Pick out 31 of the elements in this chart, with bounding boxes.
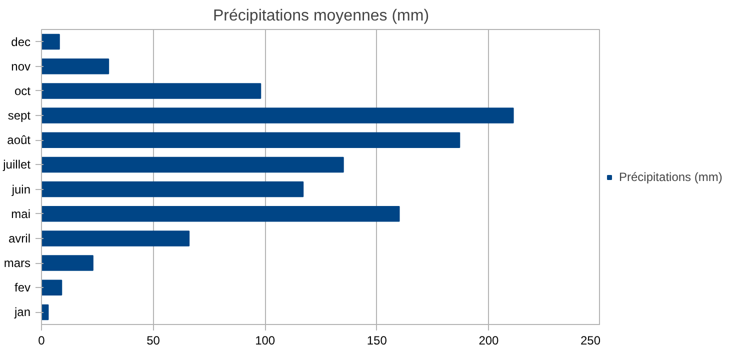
y-tick-label: dec: [11, 34, 31, 49]
bar: [42, 108, 514, 124]
y-tick-label: jan: [13, 305, 30, 320]
bar: [42, 230, 190, 246]
x-tick-label: 200: [478, 334, 500, 348]
x-tick-label: 50: [146, 334, 160, 348]
y-tick-label: oct: [14, 84, 32, 98]
chart-title: Précipitations moyennes (mm): [212, 8, 430, 24]
y-tick-label: nov: [11, 59, 31, 74]
y-tick-label: mars: [4, 256, 31, 270]
y-tick-label: sept: [8, 108, 32, 123]
y-tick-label: fev: [14, 280, 31, 295]
bar: [42, 255, 94, 271]
bar: [42, 34, 60, 50]
bar: [42, 132, 460, 148]
bar: [42, 156, 344, 173]
legend-label: Précipitations (mm): [619, 170, 722, 184]
x-tick-label: 100: [255, 334, 276, 348]
bar: [42, 83, 262, 99]
y-tick-label: avril: [8, 231, 31, 246]
y-tick-label: août: [7, 133, 32, 148]
bar: [42, 181, 304, 198]
bar: [42, 280, 62, 296]
y-tick-label: juin: [10, 182, 31, 196]
y-tick-label: juillet: [2, 158, 32, 172]
y-tick-label: mai: [11, 206, 31, 221]
x-tick-label: 250: [580, 334, 601, 348]
bar: [42, 58, 110, 74]
bar: [42, 206, 400, 222]
x-tick-label: 150: [366, 334, 388, 348]
x-tick-label: 0: [38, 334, 46, 348]
